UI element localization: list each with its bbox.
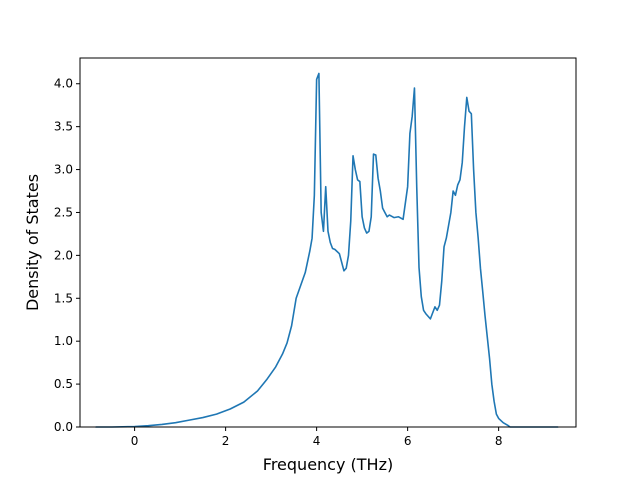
plot-frame — [79, 57, 577, 428]
y-tick-label: 1.5 — [54, 291, 73, 305]
x-axis-title: Frequency (THz) — [263, 455, 393, 474]
y-tick-label: 0.5 — [54, 377, 73, 391]
x-axis: 0 2 4 6 8 — [131, 427, 503, 448]
y-tick-label: 3.5 — [54, 120, 73, 134]
y-tick-label: 0.0 — [54, 420, 73, 434]
y-tick-label: 3.0 — [54, 163, 73, 177]
y-tick-label: 2.5 — [54, 205, 73, 219]
x-tick-label: 4 — [313, 434, 321, 448]
series-line — [95, 72, 559, 428]
x-tick-label: 2 — [222, 434, 230, 448]
y-tick-label: 1.0 — [54, 334, 73, 348]
y-axis-title: Density of States — [23, 174, 42, 311]
x-tick-label: 8 — [495, 434, 503, 448]
x-tick-label: 6 — [404, 434, 412, 448]
plot-area — [80, 58, 576, 427]
y-tick-label: 4.0 — [54, 77, 73, 91]
y-tick-label: 2.0 — [54, 248, 73, 262]
x-tick-label: 0 — [131, 434, 139, 448]
y-axis: 0.0 0.5 1.0 1.5 2.0 2.5 3.0 3.5 4.0 — [54, 77, 80, 434]
